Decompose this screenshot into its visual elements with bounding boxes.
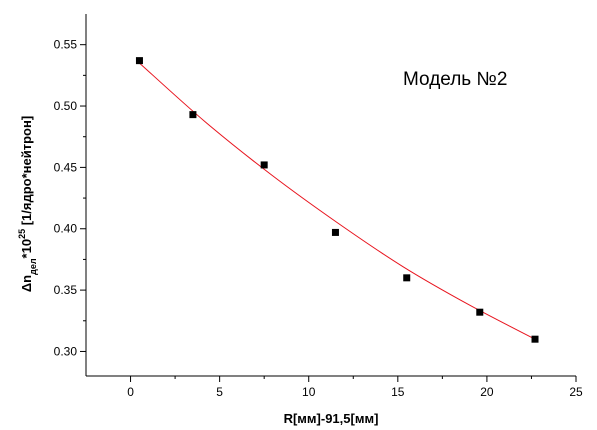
y-title-superscript: 25 [17,229,27,239]
data-points-layer [135,57,539,343]
x-tick-label: 20 [480,385,494,399]
y-title-middle: *10 [19,239,34,259]
y-tick-label: 0.55 [54,38,78,52]
y-title-suffix: [1/ядро*нейтрон] [19,116,34,229]
data-point [331,228,339,236]
model-annotation: Модель №2 [403,69,507,90]
axes: 0 5 10 15 20 25 0.30 0.35 0.40 0.45 0.50 0.55 [54,14,583,399]
data-point [260,161,268,169]
fit-curve [139,62,536,340]
x-tick-label: 25 [569,385,583,399]
y-tick-label: 0.35 [54,283,78,297]
data-point [403,274,411,282]
y-tick-label: 0.45 [54,160,78,174]
x-tick-label: 10 [302,385,316,399]
x-tick-label: 15 [391,385,405,399]
y-tick-label: 0.30 [54,344,78,358]
x-tick-label: 5 [216,385,223,399]
y-title-prefix: Δn [19,275,34,292]
x-axis-title: R[мм]-91,5[мм] [284,411,379,426]
data-point [135,57,143,65]
data-point [189,111,197,119]
fit-curve-layer [139,62,536,340]
data-point [476,308,484,316]
x-tick-label: 0 [127,385,134,399]
data-point [531,335,539,343]
y-title-subscript: дел [28,258,38,275]
y-tick-label: 0.50 [54,99,78,113]
y-axis-title: Δnдел*1025 [1/ядро*нейтрон] [17,116,38,292]
y-tick-label: 0.40 [54,222,78,236]
